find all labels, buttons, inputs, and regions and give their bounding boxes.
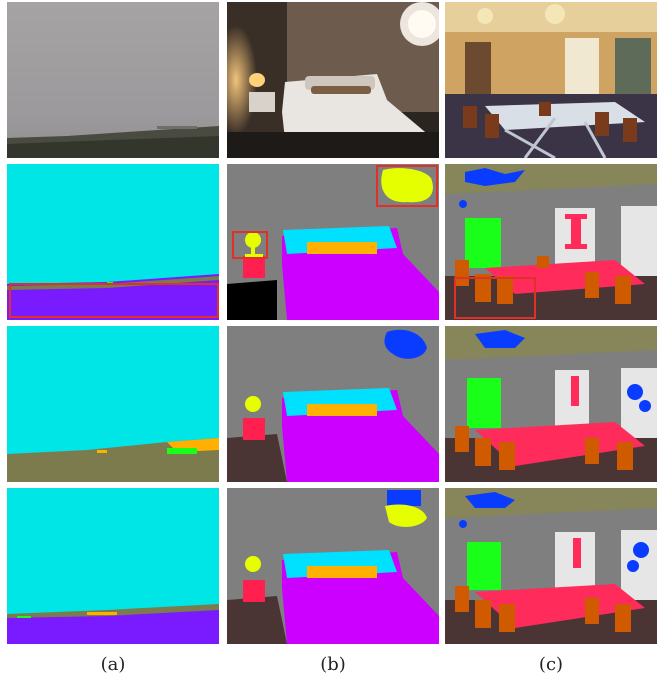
highlight-box bbox=[9, 283, 219, 318]
pred1-a-segmentation bbox=[7, 326, 219, 482]
highlight-box bbox=[376, 165, 438, 207]
photo-b-bedroom bbox=[227, 2, 439, 158]
column-label-c: (c) bbox=[538, 654, 564, 675]
gt-b-segmentation bbox=[227, 164, 439, 320]
pred2-b-segmentation bbox=[227, 488, 439, 644]
photo-a-foggy-field bbox=[7, 2, 219, 158]
column-label-a: (a) bbox=[100, 654, 126, 675]
photo-c-dining-room bbox=[445, 2, 657, 158]
column-label-b: (b) bbox=[320, 654, 346, 675]
highlight-box bbox=[454, 277, 536, 319]
pred1-c-segmentation bbox=[445, 326, 657, 482]
pred2-a-segmentation bbox=[7, 488, 219, 644]
pred2-c-segmentation bbox=[445, 488, 657, 644]
gt-a-segmentation bbox=[7, 164, 219, 320]
highlight-box bbox=[232, 231, 268, 259]
gt-c-segmentation bbox=[445, 164, 657, 320]
figure-grid bbox=[7, 2, 657, 644]
pred1-b-segmentation bbox=[227, 326, 439, 482]
